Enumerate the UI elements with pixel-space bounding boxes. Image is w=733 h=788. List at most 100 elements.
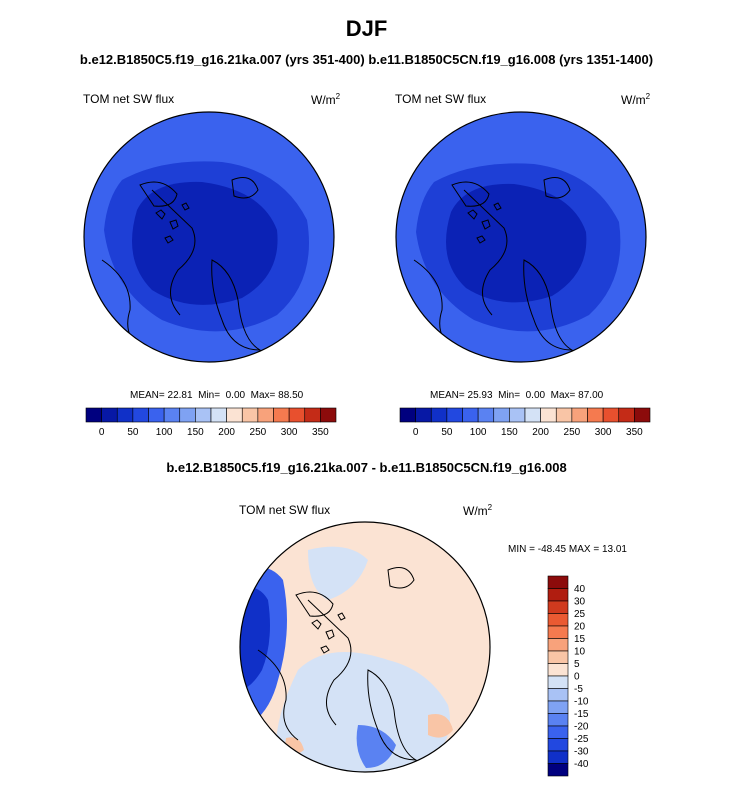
panel2-colorbar-swatch xyxy=(462,407,479,423)
panel3-colorbar-tick-label: -20 xyxy=(574,722,589,733)
case2-subtitle: b.e11.B1850C5CN.f19_g16.008 (yrs 1351-14… xyxy=(368,52,654,67)
panel3-map-border xyxy=(239,521,491,773)
panel3-colorbar-tick-label: 5 xyxy=(574,659,580,670)
panel3-colorbar-swatch xyxy=(547,688,569,702)
panel2-colorbar-tick-label: 50 xyxy=(441,427,453,438)
panel3-colorbar-tick-label: 20 xyxy=(574,622,586,633)
panel2-colorbar-swatch xyxy=(602,407,620,423)
panel1-islands xyxy=(155,202,190,244)
panel1-colorbar-swatch xyxy=(195,407,212,423)
panel1-colorbar-swatch xyxy=(148,407,165,423)
panel2-colorbar-swatch xyxy=(618,407,635,423)
panel3-colorbar-swatch xyxy=(547,725,569,739)
panel1-colorbar-swatch xyxy=(304,407,321,423)
comparison-subtitle: b.e12.B1850C5.f19_g16.21ka.007 (yrs 351-… xyxy=(0,52,733,67)
panel2-colorbar-tick-label: 150 xyxy=(501,427,518,438)
panel3-colorbar-swatch xyxy=(547,575,569,589)
panel1-variable-label: TOM net SW flux xyxy=(83,92,175,106)
panel3-coastlines xyxy=(257,567,418,761)
panel3-units-label: W/m2 xyxy=(463,503,493,518)
panel2-coastlines xyxy=(413,177,574,351)
panel2-colorbar-tick-label: 0 xyxy=(413,427,419,438)
panel3-colorbar-tick-label: 10 xyxy=(574,647,586,658)
panel1-colorbar-swatch xyxy=(320,407,337,423)
panel3-colorbar-tick-label: -5 xyxy=(574,684,583,695)
panel1-colorbar-swatch xyxy=(101,407,118,423)
panel2-units-label: W/m2 xyxy=(621,92,651,107)
panel2-colorbar-swatch xyxy=(540,407,557,423)
panel1-colorbar-swatch xyxy=(85,407,102,423)
panel3-variable-label: TOM net SW flux xyxy=(239,503,331,517)
panel3-colorbar-swatch xyxy=(547,650,569,664)
panel3-colorbar-swatch xyxy=(547,625,569,639)
panel3-negative-zone xyxy=(275,652,450,772)
panel2-colorbar-tick-label: 250 xyxy=(564,427,581,438)
case1-subtitle: b.e12.B1850C5.f19_g16.21ka.007 (yrs 351-… xyxy=(79,52,365,67)
panel3-colorbar-tick-label: 0 xyxy=(574,672,580,683)
panel3-colorbar-tick-label: -30 xyxy=(574,747,589,758)
panel2-colorbar-tick-label: 100 xyxy=(470,427,487,438)
panel2-colorbar-swatch xyxy=(587,407,604,423)
panel2-colorbar-swatch xyxy=(493,407,510,423)
panel3-colorbar-tick-label: 30 xyxy=(574,597,586,608)
panel3-islands xyxy=(311,612,346,654)
panel1-colorbar-swatch xyxy=(132,407,149,423)
panel2-map-border xyxy=(395,111,647,363)
panel2-polar-map xyxy=(395,111,647,363)
panel2-colorbar-swatch xyxy=(509,407,526,423)
panel2-colorbar-swatch xyxy=(430,407,448,423)
panel3-colorbar-swatch xyxy=(547,613,569,627)
panel3-colorbar-tick-label: 15 xyxy=(574,634,586,645)
panel2-colorbar: 0 50 100 150 200 250 300 350 xyxy=(399,407,651,438)
panel2-colorbar-tick-label: 350 xyxy=(626,427,643,438)
panel3-colorbar-tick-label: -15 xyxy=(574,709,589,720)
panel3-negative-patch xyxy=(308,546,368,600)
panel1-units-label: W/m2 xyxy=(311,92,341,107)
panel3-polar-map xyxy=(239,521,491,773)
panel3-colorbar-swatch xyxy=(547,588,569,602)
panel1-colorbar-swatch xyxy=(163,407,181,423)
panel1-colorbar-tick-label: 100 xyxy=(156,427,173,438)
panel1-coastlines xyxy=(101,177,262,351)
panel2-colorbar-swatch xyxy=(524,407,541,423)
panel1-colorbar-tick-label: 250 xyxy=(250,427,267,438)
difference-title: b.e12.B1850C5.f19_g16.21ka.007 - b.e11.B… xyxy=(166,460,567,475)
panel3-colorbar-swatch xyxy=(547,738,569,752)
panel1-colorbar-swatch xyxy=(241,407,259,423)
panel2-colorbar-swatch xyxy=(399,407,416,423)
panel1-central-arctic xyxy=(132,181,278,305)
panel3-colorbar-swatch xyxy=(547,700,569,714)
panel3-colorbar-swatch xyxy=(547,750,569,764)
panel1-colorbar-swatch xyxy=(257,407,274,423)
panel3-colorbar-swatch xyxy=(547,675,569,689)
panel3-colorbar-tick-label: -25 xyxy=(574,734,589,745)
panel3-colorbar-tick-label: -10 xyxy=(574,697,589,708)
panel1-colorbar-tick-label: 0 xyxy=(99,427,105,438)
panel1-colorbar-tick-label: 50 xyxy=(127,427,139,438)
panel2-variable-label: TOM net SW flux xyxy=(395,92,487,106)
panel1-stats: MEAN= 22.81 Min= 0.00 Max= 88.50 xyxy=(130,390,304,401)
panel3-positive-patch-east xyxy=(428,714,453,738)
panel2-colorbar-swatch xyxy=(555,407,573,423)
panel1-colorbar-swatch xyxy=(179,407,196,423)
panel1-map-border xyxy=(83,111,335,363)
panel1-colorbar-tick-label: 300 xyxy=(281,427,298,438)
panel1-colorbar-tick-label: 350 xyxy=(312,427,329,438)
panel3-colorbar-swatch xyxy=(547,763,569,777)
panel3-europe-patch xyxy=(356,725,396,768)
panel2-central-arctic xyxy=(446,183,587,303)
panel1-colorbar-tick-label: 150 xyxy=(187,427,204,438)
panel2-colorbar-tick-label: 200 xyxy=(532,427,549,438)
panel3-colorbar-swatch xyxy=(547,600,569,614)
panel2-islands xyxy=(467,202,502,244)
panel3-colorbar-swatch xyxy=(547,638,569,652)
panel1-colorbar-swatch xyxy=(210,407,227,423)
panel3-colorbar-tick-label: 25 xyxy=(574,609,586,620)
panel2-colorbar-swatch xyxy=(446,407,463,423)
panel1-colorbar-swatch xyxy=(273,407,290,423)
panel1-colorbar-swatch xyxy=(226,407,243,423)
panel1-polar-map xyxy=(83,111,335,363)
panel3-ice-sheet-core xyxy=(240,587,270,690)
panel2-colorbar-swatch xyxy=(571,407,588,423)
